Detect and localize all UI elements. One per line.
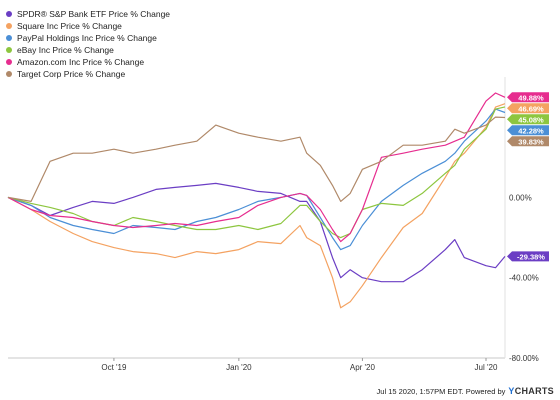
legend-dot-icon [6,71,12,77]
legend-item-3[interactable]: eBay Inc Price % Change [6,44,170,56]
end-label-badge [507,251,549,262]
legend-item-2[interactable]: PayPal Holdings Inc Price % Change [6,32,170,44]
series-line-3 [7,106,506,239]
series-line-1 [7,103,506,309]
legend-label: Amazon.com Inc Price % Change [17,57,145,67]
ycharts-logo[interactable]: YCHARTS [508,386,554,396]
legend-label: SPDR® S&P Bank ETF Price % Change [17,9,171,19]
footer-timestamp: Jul 15 2020, 1:57PM EDT. [376,386,464,396]
end-label-text: 39.83% [518,137,544,146]
legend-item-5[interactable]: Target Corp Price % Change [6,68,170,80]
end-label-text: -29.38% [517,252,545,261]
y-tick-label: 0.00% [509,193,532,202]
legend-dot-icon [6,11,12,17]
legend-label: Target Corp Price % Change [17,69,126,79]
end-label-text: 46.69% [518,104,544,113]
legend-label: PayPal Holdings Inc Price % Change [17,33,157,43]
end-label-badge [507,125,549,136]
y-tick-label: -80.00% [509,354,539,363]
y-tick-label: -40.00% [509,274,539,283]
series-line-5 [7,116,506,202]
series-line-2 [7,108,506,251]
legend-item-0[interactable]: SPDR® S&P Bank ETF Price % Change [6,8,170,20]
x-tick-label: Jan '20 [226,363,252,372]
legend-dot-icon [6,47,12,53]
x-tick-label: Jul '20 [475,363,498,372]
legend-dot-icon [6,59,12,65]
legend-label: Square Inc Price % Change [17,21,122,31]
legend-label: eBay Inc Price % Change [17,45,114,55]
legend-item-4[interactable]: Amazon.com Inc Price % Change [6,56,170,68]
legend-dot-icon [6,23,12,29]
end-label-badge [507,136,549,147]
footer-powered-by: Powered by [465,386,506,396]
end-label-badge [507,114,549,125]
legend-dot-icon [6,35,12,41]
chart-legend: SPDR® S&P Bank ETF Price % Change Square … [6,8,170,80]
end-label-badge [507,103,549,114]
legend-item-1[interactable]: Square Inc Price % Change [6,20,170,32]
end-label-text: 45.08% [518,115,544,124]
x-tick-label: Apr '20 [350,363,376,372]
end-label-text: 42.28% [518,126,544,135]
series-line-0 [7,182,506,283]
end-label-badge [507,92,549,103]
chart-footer: Jul 15 2020, 1:57PM EDT. Powered by YCHA… [377,386,554,396]
end-label-text: 49.88% [518,93,544,102]
series-line-4 [7,92,506,243]
x-tick-label: Oct '19 [101,363,127,372]
